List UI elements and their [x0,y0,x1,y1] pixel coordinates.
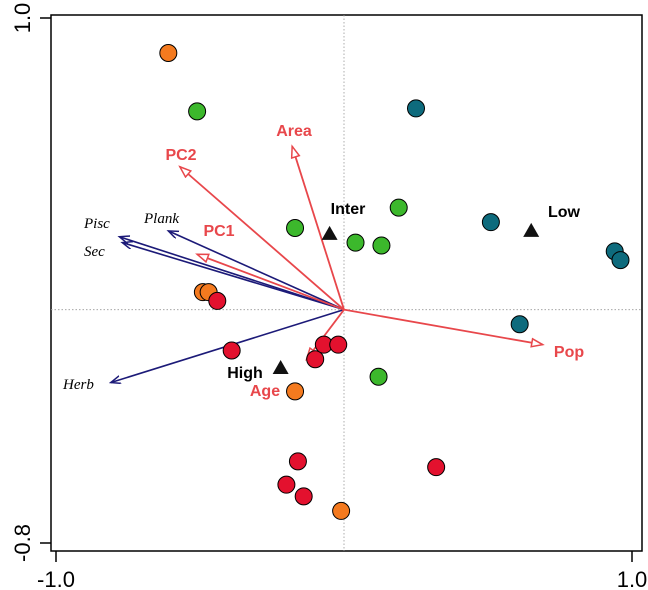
env-label: Pop [554,344,584,361]
env-label: Age [250,383,280,400]
env-label: Area [276,123,312,140]
site-point-green [372,236,391,255]
site-point-red [222,341,241,360]
site-point-teal [481,213,500,232]
site-point-orange [286,382,305,401]
x-tick-label: -1.0 [37,567,75,590]
env-label: PC2 [165,147,196,164]
x-tick-label: 1.0 [617,567,648,590]
site-point-green [286,219,305,237]
species-label: Pisc [83,216,110,232]
class-centroids: Inter Low High [227,201,580,382]
class-label: Low [548,204,581,221]
env-arrow [343,308,543,345]
site-point-green [188,102,207,121]
site-point-teal [611,251,630,270]
site-point-red [208,291,227,310]
site-point-green [389,198,408,217]
site-points [159,44,630,520]
class-centroid-triangle [523,222,540,237]
class-centroid-triangle [321,225,338,240]
site-point-teal [407,99,425,118]
species-arrow [122,243,345,311]
site-point-red [427,458,446,477]
species-label: Herb [62,377,94,393]
class-label: High [227,365,263,382]
site-point-teal [510,315,529,334]
env-label: PC1 [203,223,234,240]
axes: -1.0 1.0 -0.8 1.0 [10,3,647,590]
species-label: Plank [143,211,179,227]
class-centroid-triangle [272,360,289,374]
site-point-green [346,233,365,252]
env-arrow [180,167,345,311]
species-arrow [168,231,345,311]
site-point-red [294,487,313,506]
site-point-red [277,475,296,494]
environmental-vectors: Area PC2 PC1 Pop Age [165,123,584,400]
site-point-green [369,367,388,386]
env-arrow [197,253,345,311]
plot-frame [50,14,643,552]
y-tick-label: 1.0 [10,3,35,34]
species-vectors: Pisc Sec Plank Herb [62,211,345,393]
env-arrow [292,146,345,310]
site-point-red [329,335,348,354]
site-point-orange [159,44,178,62]
y-tick-label: -0.8 [10,524,35,562]
site-point-red [288,452,307,471]
site-point-red [306,350,325,369]
species-label: Sec [84,244,105,260]
site-point-orange [332,501,351,520]
class-label: Inter [331,201,366,218]
